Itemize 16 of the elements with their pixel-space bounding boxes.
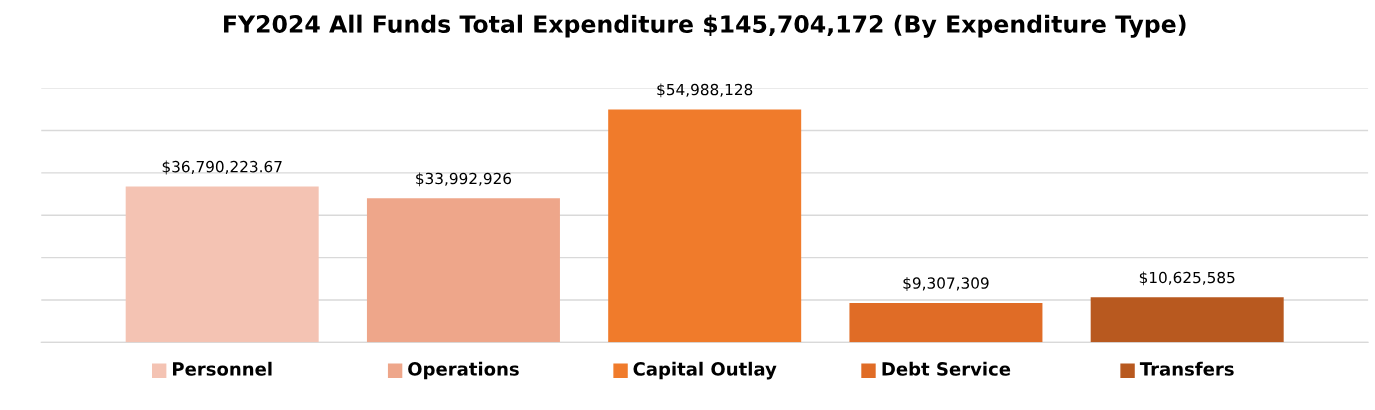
bar — [1090, 297, 1284, 343]
data-label: $36,790,223.67 — [162, 160, 282, 175]
x-tick-label: Debt Service — [882, 361, 1011, 376]
data-label: $33,992,926 — [416, 172, 512, 187]
data-label: $10,625,585 — [1139, 271, 1235, 286]
x-tick-label: Operations — [408, 361, 519, 380]
x-tick-label: Capital Outlay — [633, 361, 777, 380]
data-label: $54,988,128 — [657, 83, 753, 98]
x-tick-label: Transfers — [1139, 361, 1234, 376]
bar — [125, 186, 319, 343]
bar — [608, 109, 802, 343]
data-label: $9,307,309 — [903, 277, 989, 291]
bar — [849, 302, 1043, 343]
x-tick-label: Personnel — [173, 361, 272, 376]
chart-title: FY2024 All Funds Total Expenditure $145,704,172 (By Expenditure Type) — [224, 14, 1186, 38]
bar — [366, 198, 560, 343]
